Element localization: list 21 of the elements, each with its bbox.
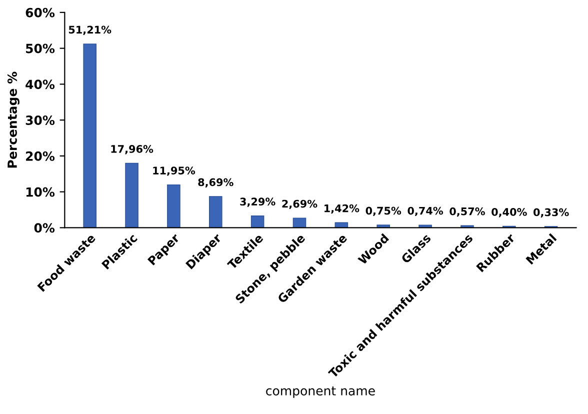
data-label: 1,42% [324, 204, 360, 214]
y-axis-title: Percentage % [8, 72, 20, 168]
data-label: 0,57% [450, 207, 485, 217]
data-label: 3,29% [240, 198, 276, 207]
x-axis-title: component name [266, 386, 375, 398]
y-tick-label: 20% [26, 151, 55, 161]
data-label: 51,21% [68, 26, 112, 35]
y-tick-label: 60% [26, 8, 55, 18]
data-label: 11,95% [153, 166, 196, 176]
data-label: 0,33% [534, 208, 569, 218]
y-tick-label: 40% [26, 80, 55, 90]
y-tick-label: 50% [26, 44, 55, 54]
data-label: 8,69% [198, 178, 234, 188]
y-tick-label: 0% [34, 223, 55, 233]
y-tick-label: 10% [26, 187, 55, 197]
data-label: 2,69% [282, 200, 318, 210]
y-tick-label: 30% [26, 116, 55, 125]
data-label: 0,75% [366, 206, 402, 216]
data-label: 0,74% [408, 206, 444, 216]
data-label: 0,40% [492, 208, 527, 218]
data-label: 17,96% [111, 145, 154, 154]
